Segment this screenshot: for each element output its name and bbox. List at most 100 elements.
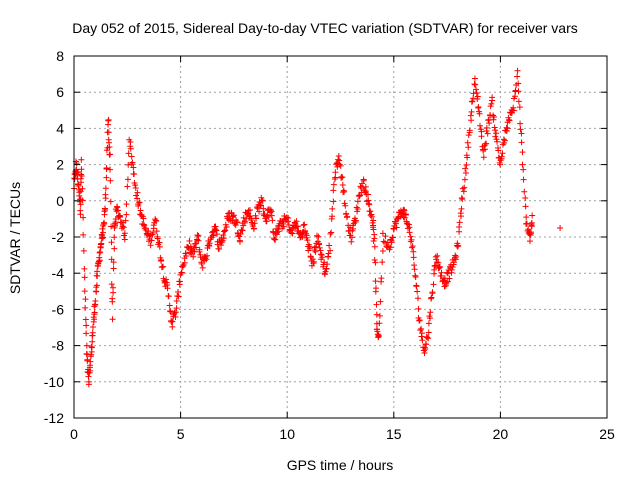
data-point-marker xyxy=(131,171,138,178)
data-point-marker xyxy=(212,223,219,230)
data-point-marker xyxy=(122,217,129,224)
data-point-marker xyxy=(148,237,155,244)
data-point-marker xyxy=(272,236,279,243)
data-point-marker xyxy=(360,176,367,183)
data-point-marker xyxy=(167,308,174,315)
data-point-marker xyxy=(137,207,144,214)
data-point-marker xyxy=(83,342,90,349)
data-point-marker xyxy=(123,211,130,218)
data-point-marker xyxy=(321,271,328,278)
data-point-marker xyxy=(465,144,472,151)
data-point-marker xyxy=(407,233,414,240)
data-point-marker xyxy=(405,225,412,232)
data-point-marker xyxy=(89,338,96,345)
data-point-marker xyxy=(557,224,564,231)
data-point-marker xyxy=(87,367,94,374)
data-point-marker xyxy=(519,161,526,168)
x-axis-label: GPS time / hours xyxy=(287,457,394,473)
data-point-marker xyxy=(129,159,136,166)
data-point-marker xyxy=(319,254,326,261)
data-point-marker xyxy=(190,253,197,260)
data-point-marker xyxy=(425,320,432,327)
data-point-marker xyxy=(510,104,517,111)
data-point-marker xyxy=(342,202,349,209)
data-point-marker xyxy=(220,235,227,242)
data-point-marker xyxy=(328,229,335,236)
data-point-marker xyxy=(354,198,361,205)
data-point-marker xyxy=(389,234,396,241)
data-point-marker xyxy=(330,198,337,205)
data-point-marker xyxy=(428,294,435,301)
data-point-marker xyxy=(410,248,417,255)
data-point-marker xyxy=(406,229,413,236)
data-point-marker xyxy=(114,204,121,211)
data-point-marker xyxy=(352,218,359,225)
data-point-marker xyxy=(444,278,451,285)
data-point-marker xyxy=(286,226,293,233)
data-point-marker xyxy=(78,173,85,180)
data-point-marker xyxy=(250,225,257,232)
data-point-marker xyxy=(102,191,109,198)
y-tick-label: -8 xyxy=(52,338,65,354)
data-point-marker xyxy=(89,329,96,336)
data-point-marker xyxy=(348,234,355,241)
data-point-marker xyxy=(413,283,420,290)
data-point-marker xyxy=(135,203,142,210)
data-point-marker xyxy=(183,253,190,260)
data-point-marker xyxy=(372,288,379,295)
data-point-marker xyxy=(107,166,114,173)
data-point-marker xyxy=(263,218,270,225)
data-point-marker xyxy=(408,236,415,243)
data-point-marker xyxy=(239,227,246,234)
data-point-marker xyxy=(88,351,95,358)
data-point-marker xyxy=(356,192,363,199)
data-point-marker xyxy=(373,311,380,318)
data-point-marker xyxy=(504,125,511,132)
data-point-marker xyxy=(499,150,506,157)
data-point-marker xyxy=(506,117,513,124)
data-point-marker xyxy=(220,232,227,239)
data-point-marker xyxy=(210,232,217,239)
data-point-marker xyxy=(379,259,386,266)
data-point-marker xyxy=(518,130,525,137)
data-point-marker xyxy=(517,120,524,127)
data-point-marker xyxy=(81,265,88,272)
data-point-marker xyxy=(352,217,359,224)
data-point-marker xyxy=(256,208,263,215)
data-point-marker xyxy=(136,199,143,206)
data-point-marker xyxy=(435,265,442,272)
data-point-marker xyxy=(371,243,378,250)
data-point-marker xyxy=(471,81,478,88)
data-point-marker xyxy=(498,153,505,160)
data-point-marker xyxy=(476,110,483,117)
data-point-marker xyxy=(519,149,526,156)
data-point-marker xyxy=(327,247,334,254)
data-point-marker xyxy=(236,233,243,240)
data-markers xyxy=(71,67,564,388)
data-point-marker xyxy=(441,283,448,290)
data-point-marker xyxy=(230,212,237,219)
data-point-marker xyxy=(464,154,471,161)
data-point-marker xyxy=(444,270,451,277)
data-point-marker xyxy=(494,138,501,145)
data-point-marker xyxy=(102,185,109,192)
data-point-marker xyxy=(169,323,176,330)
data-point-marker xyxy=(133,192,140,199)
data-point-marker xyxy=(365,200,372,207)
data-point-marker xyxy=(91,309,98,316)
data-point-marker xyxy=(125,150,132,157)
data-point-marker xyxy=(193,244,200,251)
data-point-marker xyxy=(463,161,470,168)
data-point-marker xyxy=(452,252,459,259)
data-point-marker xyxy=(457,213,464,220)
data-point-marker xyxy=(89,324,96,331)
data-point-marker xyxy=(299,233,306,240)
data-point-marker xyxy=(80,231,87,238)
data-point-marker xyxy=(127,138,134,145)
data-point-marker xyxy=(78,156,85,163)
data-point-marker xyxy=(380,238,387,245)
data-point-marker xyxy=(414,295,421,302)
data-point-marker xyxy=(405,221,412,228)
data-point-marker xyxy=(79,185,86,192)
data-point-marker xyxy=(293,218,300,225)
